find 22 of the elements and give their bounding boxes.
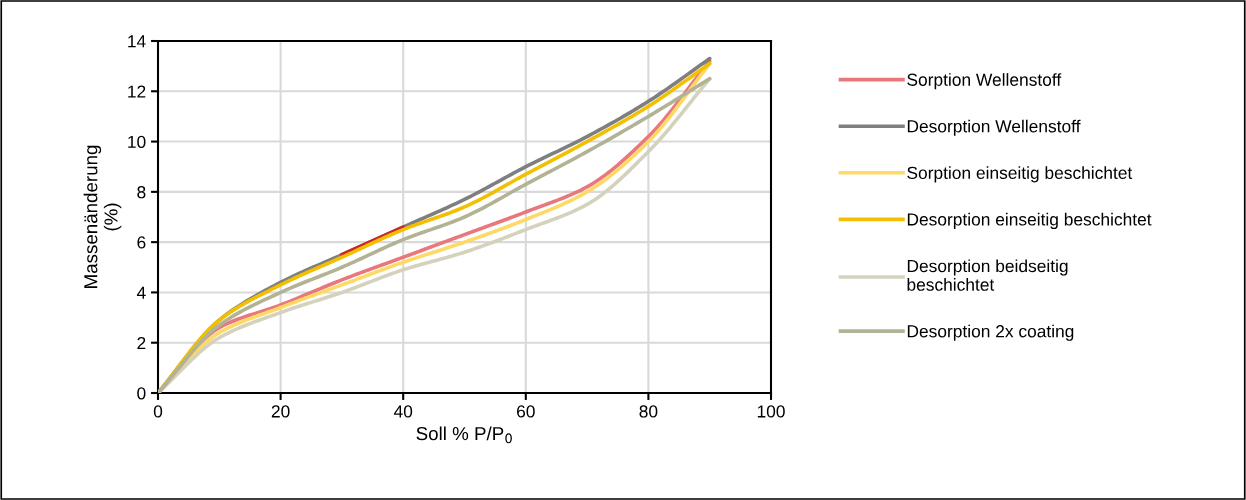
- y-axis-title: Massenänderung (%): [83, 145, 122, 288]
- x-tick-label: 40: [393, 405, 413, 418]
- legend-label: Sorption einseitig beschichtet: [907, 166, 1133, 183]
- y-tick-label: 10: [128, 135, 146, 149]
- y-tick-label: 12: [128, 85, 146, 98]
- legend-label: Desorption einseitig beschichtet: [907, 212, 1152, 230]
- y-tick-label: 0: [137, 387, 146, 400]
- legend-label: Desorption 2x coating: [907, 324, 1074, 341]
- legend-label: Sorption Wellenstoff: [907, 73, 1062, 90]
- x-tick-label: 100: [757, 405, 785, 418]
- y-tick-label: 8: [137, 186, 146, 199]
- y-tick-label: 4: [136, 286, 146, 299]
- x-tick-label: 20: [271, 405, 290, 418]
- x-axis-title: Soll % P/P$_{0}$: [416, 426, 512, 444]
- y-tick-label: 2: [137, 336, 146, 349]
- x-tick-label: 80: [639, 405, 658, 418]
- y-tick-label: 14: [128, 35, 146, 48]
- x-tick-label: 0: [153, 405, 163, 418]
- y-tick-label: 6: [137, 236, 146, 249]
- x-tick-label: 60: [517, 405, 535, 418]
- legend-label: Desorption beidseitig beschichtet: [907, 259, 1068, 291]
- legend-label: Desorption Wellenstoff: [907, 119, 1081, 136]
